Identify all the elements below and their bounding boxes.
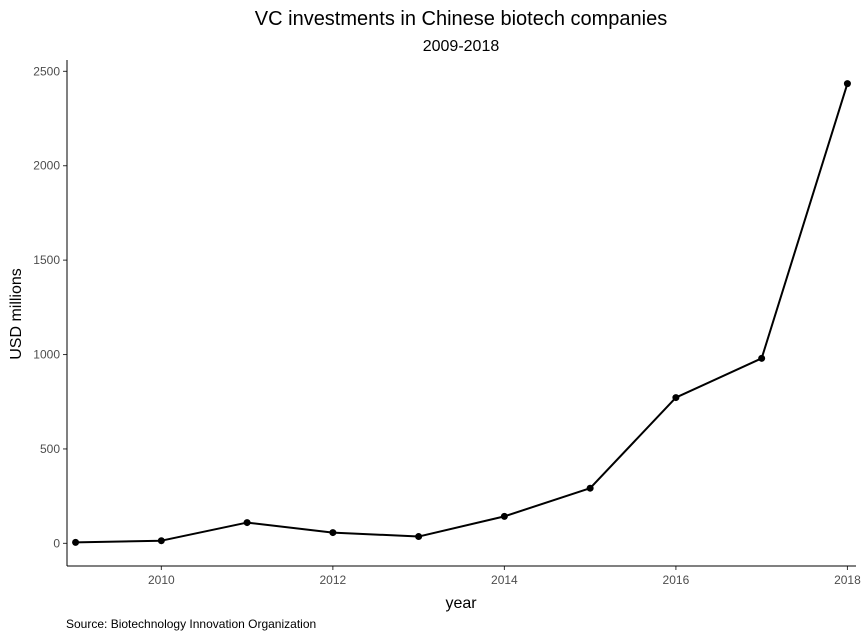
y-tick-label: 2000 [33,159,60,173]
x-tick-label: 2010 [148,573,175,587]
x-axis-title: year [445,595,477,612]
x-tick-label: 2012 [320,573,347,587]
data-point [243,519,251,527]
y-axis-ticks: 0 500 1000 1500 2000 2500 [33,64,67,550]
y-tick-label: 0 [53,536,60,550]
data-point [843,80,851,88]
data-point [157,537,165,545]
x-tick-label: 2018 [834,573,861,587]
y-axis-title: USD millions [8,268,25,360]
series-line [75,83,849,544]
x-axis-ticks: 2010 2012 2014 2016 2018 [148,566,861,587]
y-tick-label: 1000 [33,348,60,362]
y-tick-label: 1500 [33,253,60,267]
source-caption: Source: Biotechnology Innovation Organiz… [66,617,316,631]
x-tick-label: 2016 [663,573,690,587]
data-point [329,529,337,537]
data-point [672,394,680,402]
x-tick-label: 2014 [491,573,518,587]
data-point [500,512,508,520]
data-point [758,354,766,362]
data-point [72,538,80,546]
chart-title: VC investments in Chinese biotech compan… [255,8,667,30]
chart-subtitle: 2009-2018 [423,38,500,55]
series-group [72,80,851,546]
y-tick-label: 500 [40,442,60,456]
y-tick-label: 2500 [33,64,60,78]
data-point [415,533,423,541]
data-point [586,484,594,492]
